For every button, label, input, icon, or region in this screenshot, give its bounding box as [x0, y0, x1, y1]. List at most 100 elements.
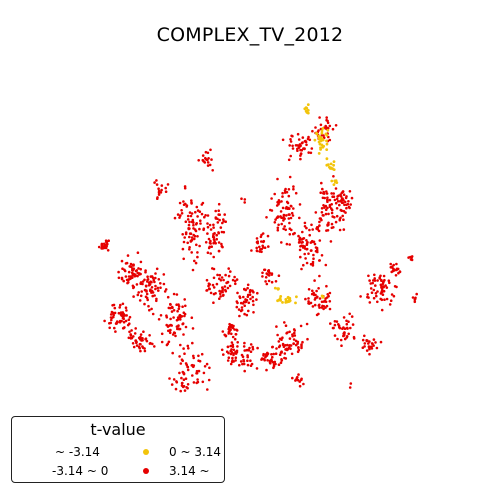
point — [212, 226, 215, 229]
point — [296, 378, 300, 382]
point — [235, 328, 238, 332]
point — [297, 241, 301, 244]
point — [345, 336, 349, 339]
point — [205, 289, 209, 292]
point — [283, 225, 287, 228]
point — [370, 342, 374, 345]
point — [321, 138, 324, 141]
point — [383, 298, 386, 302]
point — [150, 307, 153, 311]
point — [331, 127, 335, 131]
point — [252, 311, 255, 314]
point — [277, 274, 281, 278]
point — [297, 138, 301, 141]
point — [221, 294, 225, 297]
point — [216, 273, 219, 277]
point — [333, 320, 337, 323]
point — [140, 290, 143, 293]
point — [413, 300, 417, 304]
point — [375, 346, 379, 350]
point — [251, 347, 255, 351]
point — [317, 152, 321, 155]
point — [190, 251, 193, 254]
point — [265, 216, 268, 219]
point — [331, 195, 334, 198]
point — [191, 268, 195, 272]
point — [165, 343, 169, 347]
point — [284, 324, 288, 328]
point — [332, 326, 335, 330]
point — [243, 198, 247, 201]
point — [278, 344, 282, 348]
point — [374, 341, 377, 344]
point — [311, 228, 315, 231]
point — [301, 136, 305, 139]
point — [330, 207, 333, 210]
point — [148, 334, 151, 337]
point — [298, 143, 302, 146]
point — [143, 288, 147, 292]
point — [291, 134, 294, 138]
point — [287, 158, 291, 162]
point — [315, 246, 319, 250]
point — [361, 346, 365, 350]
point — [314, 293, 317, 297]
point — [143, 302, 146, 306]
point — [348, 312, 352, 316]
point — [178, 201, 182, 205]
point — [342, 218, 345, 221]
point — [363, 342, 367, 345]
point — [155, 179, 158, 182]
point — [192, 381, 196, 384]
point — [273, 221, 277, 224]
point — [273, 286, 277, 290]
point — [267, 274, 271, 277]
point — [215, 233, 218, 237]
point — [349, 326, 352, 330]
point — [217, 231, 220, 235]
point — [246, 283, 250, 287]
point — [333, 198, 337, 202]
point — [246, 363, 250, 367]
point — [359, 295, 362, 298]
point — [334, 124, 338, 127]
point — [319, 217, 323, 220]
point — [188, 232, 192, 235]
point — [242, 362, 246, 366]
point — [127, 270, 131, 274]
point — [230, 341, 234, 344]
point — [231, 278, 235, 282]
point — [269, 362, 272, 365]
point — [194, 261, 198, 265]
point — [229, 362, 233, 366]
point — [314, 249, 318, 253]
point — [191, 218, 195, 222]
point — [201, 380, 205, 384]
point — [276, 333, 279, 337]
point — [132, 345, 136, 349]
point — [206, 388, 209, 391]
point — [242, 295, 245, 299]
point — [328, 300, 332, 303]
point — [327, 221, 330, 225]
point — [181, 305, 184, 309]
point — [341, 201, 345, 205]
point — [335, 207, 339, 210]
point — [258, 245, 261, 249]
point — [211, 283, 215, 287]
point — [325, 116, 329, 119]
point — [340, 344, 343, 348]
point — [206, 251, 210, 254]
point — [317, 140, 321, 144]
point — [322, 307, 325, 311]
point — [151, 294, 154, 298]
point — [225, 350, 229, 354]
point — [300, 344, 303, 348]
point — [260, 240, 263, 243]
point — [182, 372, 186, 376]
point — [284, 301, 288, 304]
point — [305, 239, 308, 242]
point — [280, 200, 283, 203]
point — [325, 296, 329, 299]
point — [190, 316, 194, 320]
